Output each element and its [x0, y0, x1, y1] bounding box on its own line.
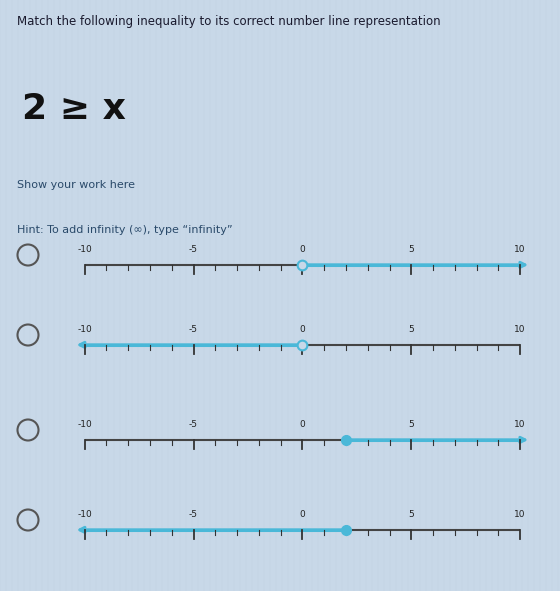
Text: -10: -10	[77, 325, 92, 334]
Text: -5: -5	[189, 325, 198, 334]
Text: 10: 10	[515, 420, 526, 429]
Text: 5: 5	[408, 325, 414, 334]
Text: -10: -10	[77, 420, 92, 429]
Text: 0: 0	[300, 510, 305, 519]
Text: -10: -10	[77, 510, 92, 519]
Text: -5: -5	[189, 510, 198, 519]
Text: 10: 10	[515, 325, 526, 334]
Text: Show your work here: Show your work here	[17, 180, 135, 190]
Text: -5: -5	[189, 245, 198, 254]
Text: Hint: To add infinity (∞), type “infinity”: Hint: To add infinity (∞), type “infinit…	[17, 226, 232, 235]
Text: 0: 0	[300, 245, 305, 254]
Text: 5: 5	[408, 245, 414, 254]
Text: 5: 5	[408, 420, 414, 429]
Text: Match the following inequality to its correct number line representation: Match the following inequality to its co…	[17, 15, 440, 28]
Text: 0: 0	[300, 420, 305, 429]
Text: -5: -5	[189, 420, 198, 429]
Text: 5: 5	[408, 510, 414, 519]
Text: 10: 10	[515, 510, 526, 519]
Text: 10: 10	[515, 245, 526, 254]
Text: -10: -10	[77, 245, 92, 254]
Text: 0: 0	[300, 325, 305, 334]
Text: 2 ≥ x: 2 ≥ x	[22, 92, 126, 126]
